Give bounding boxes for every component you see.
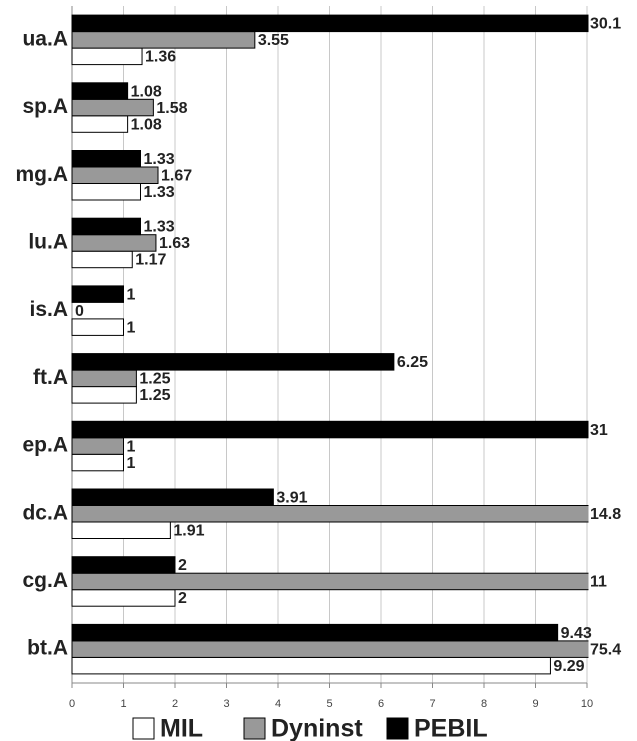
bar xyxy=(71,234,157,252)
value-label: 75.4 xyxy=(590,641,621,658)
x-tick-label: 10 xyxy=(581,698,593,710)
bar xyxy=(71,488,274,506)
bar xyxy=(71,217,141,236)
category-label: ua.A xyxy=(22,27,68,50)
value-label: 3.91 xyxy=(276,489,307,506)
value-label: 1.63 xyxy=(159,235,190,252)
plot-area xyxy=(71,14,589,675)
bar xyxy=(71,115,129,133)
x-tick-label: 1 xyxy=(120,698,126,710)
bar xyxy=(71,453,124,472)
value-label: 1.08 xyxy=(131,116,162,133)
category-label: ft.A xyxy=(33,366,68,389)
bar xyxy=(71,47,143,66)
bar xyxy=(71,623,559,642)
value-label: 14.8 xyxy=(590,506,621,523)
bar xyxy=(71,285,124,303)
value-label: 30.1 xyxy=(590,16,621,33)
value-label: 1.33 xyxy=(143,219,174,236)
x-tick-label: 8 xyxy=(481,698,487,710)
bar xyxy=(71,318,124,336)
bar xyxy=(71,31,256,49)
bar xyxy=(71,98,154,117)
category-label: ep.A xyxy=(22,434,68,457)
value-label: 1.25 xyxy=(139,387,170,404)
category-label: dc.A xyxy=(22,501,68,524)
value-label: 1.91 xyxy=(173,522,204,539)
bar xyxy=(71,353,395,371)
legend-swatch xyxy=(132,717,155,740)
bar xyxy=(71,250,133,269)
value-label: 2 xyxy=(178,557,187,574)
value-label: 1.58 xyxy=(156,100,187,117)
x-tick-label: 3 xyxy=(223,698,229,710)
value-label: 9.43 xyxy=(561,625,592,642)
bar xyxy=(71,521,171,539)
category-label: is.A xyxy=(29,298,68,321)
bar xyxy=(71,572,589,591)
value-label: 1.17 xyxy=(135,252,166,269)
x-tick-label: 0 xyxy=(69,698,75,710)
x-tick-label: 6 xyxy=(378,698,384,710)
bar xyxy=(71,420,589,439)
value-label: 1.33 xyxy=(143,151,174,168)
value-label: 1 xyxy=(127,286,136,303)
value-label: 0 xyxy=(75,303,84,320)
category-label: mg.A xyxy=(16,163,69,186)
bar xyxy=(71,14,589,33)
bar xyxy=(71,556,176,574)
bar xyxy=(71,640,589,658)
category-label: bt.A xyxy=(27,637,68,660)
value-label: 3.55 xyxy=(258,32,289,49)
legend-swatch xyxy=(243,717,266,740)
value-label: 1.25 xyxy=(139,371,170,388)
x-tick-label: 5 xyxy=(326,698,332,710)
value-label: 1 xyxy=(127,438,136,455)
bar xyxy=(71,589,176,607)
x-tick-label: 2 xyxy=(172,698,178,710)
category-label: cg.A xyxy=(22,569,68,592)
category-label: lu.A xyxy=(28,230,68,253)
value-label: 31 xyxy=(590,422,608,439)
value-label: 11 xyxy=(590,574,607,591)
legend-label: PEBIL xyxy=(414,715,488,741)
legend-swatch xyxy=(386,717,409,740)
bar xyxy=(71,386,137,404)
bar xyxy=(71,369,137,388)
bar xyxy=(71,656,551,675)
value-label: 1.67 xyxy=(161,167,192,184)
x-tick-label: 9 xyxy=(532,698,538,710)
value-label: 1.33 xyxy=(143,184,174,201)
bar xyxy=(71,166,159,184)
value-label: 2 xyxy=(178,590,187,607)
x-tick-label: 4 xyxy=(275,698,281,710)
bar xyxy=(71,505,589,523)
legend-label: MIL xyxy=(160,715,203,741)
value-label: 1 xyxy=(127,455,136,472)
bar xyxy=(71,150,141,168)
value-label: 1.08 xyxy=(131,83,162,100)
category-label: sp.A xyxy=(22,95,68,118)
value-label: 9.29 xyxy=(553,658,584,675)
bar xyxy=(71,82,129,100)
value-label: 1 xyxy=(127,319,136,336)
value-label: 1.36 xyxy=(145,49,176,66)
legend-label: Dyninst xyxy=(271,715,363,741)
bar xyxy=(71,437,124,455)
bar xyxy=(71,183,141,201)
value-label: 6.25 xyxy=(397,354,428,371)
x-tick-label: 7 xyxy=(429,698,435,710)
